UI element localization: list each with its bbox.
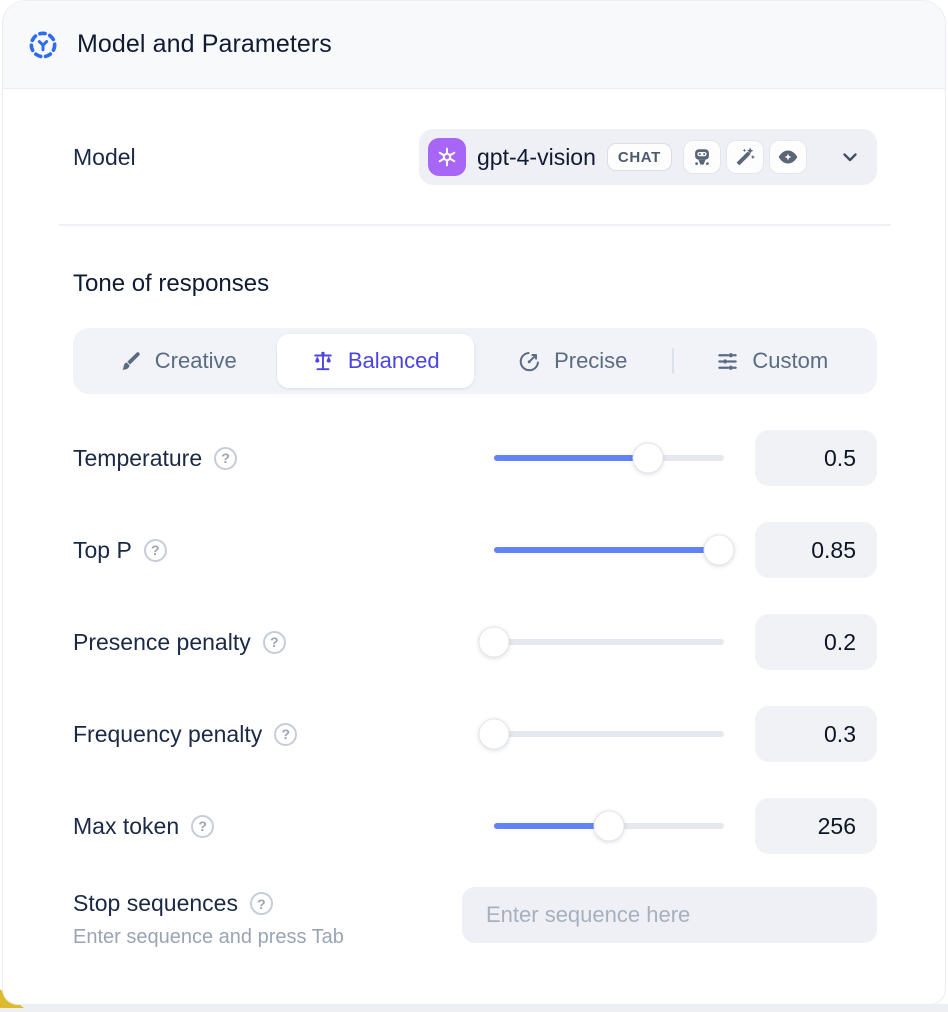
param-label: Top P [73, 536, 132, 563]
chevron-down-icon[interactable] [839, 146, 861, 168]
tab-label: Balanced [347, 348, 440, 373]
param-row-top-p: Top P ? 0.85 [73, 522, 877, 578]
vision-eye-icon [768, 140, 807, 174]
openai-logo-icon [428, 138, 466, 176]
model-label: Model [73, 143, 136, 170]
tab-label: Precise [554, 348, 628, 373]
slider-thumb[interactable] [478, 626, 510, 658]
robot-icon [682, 140, 721, 174]
param-label: Max token [73, 812, 180, 839]
slider-thumb[interactable] [478, 718, 510, 750]
tab-divider [671, 348, 674, 374]
sliders-icon [716, 350, 739, 373]
model-row: Model gpt-4-vision CHAT [73, 129, 877, 185]
param-label: Presence penalty [73, 628, 251, 655]
help-icon[interactable]: ? [249, 892, 273, 915]
panel-body: Model gpt-4-vision CHAT [3, 89, 945, 1004]
paintbrush-icon [119, 350, 142, 373]
help-icon[interactable]: ? [274, 722, 298, 746]
tab-precise[interactable]: Precise [474, 334, 672, 388]
help-icon[interactable]: ? [262, 630, 286, 654]
top-p-value[interactable]: 0.85 [755, 522, 877, 578]
tab-label: Custom [752, 348, 829, 373]
slider-thumb[interactable] [632, 442, 664, 474]
max-token-value[interactable]: 256 [755, 798, 877, 854]
capability-chips [682, 140, 807, 174]
max-token-slider[interactable] [494, 809, 724, 843]
magic-wand-icon [725, 140, 764, 174]
model-select[interactable]: gpt-4-vision CHAT [419, 129, 877, 185]
param-label: Temperature [73, 444, 203, 471]
stop-sequences-row: Stop sequences ? Enter sequence and pres… [73, 887, 877, 949]
help-icon[interactable]: ? [191, 814, 215, 838]
presence-penalty-value[interactable]: 0.2 [755, 614, 877, 670]
slider-thumb[interactable] [703, 534, 735, 566]
panel-title: Model and Parameters [77, 30, 332, 58]
param-row-max-token: Max token ? 256 [73, 798, 877, 854]
help-icon[interactable]: ? [214, 446, 238, 470]
balance-scale-icon [311, 349, 335, 373]
tab-custom[interactable]: Custom [674, 334, 872, 388]
param-row-frequency-penalty: Frequency penalty ? 0.3 [73, 706, 877, 762]
param-row-temperature: Temperature ? 0.5 [73, 430, 877, 486]
tab-balanced[interactable]: Balanced [276, 334, 474, 388]
stop-sequence-input[interactable] [462, 887, 877, 943]
param-label: Frequency penalty [73, 720, 263, 747]
tone-heading: Tone of responses [73, 270, 270, 297]
selected-model-name: gpt-4-vision [477, 143, 596, 170]
chat-mode-badge: CHAT [606, 143, 672, 171]
stop-sequences-hint: Enter sequence and press Tab [73, 926, 344, 948]
tab-creative[interactable]: Creative [79, 334, 277, 388]
target-icon [518, 350, 541, 373]
panel-header: Model and Parameters [3, 1, 945, 89]
temperature-slider[interactable] [494, 441, 724, 475]
temperature-value[interactable]: 0.5 [755, 430, 877, 486]
tone-tab-bar: Creative Balanced [73, 328, 877, 394]
stop-sequences-label: Stop sequences [73, 890, 238, 916]
page-background-strip [0, 1004, 948, 1012]
frequency-penalty-value[interactable]: 0.3 [755, 706, 877, 762]
presence-penalty-slider[interactable] [478, 625, 724, 659]
section-divider [59, 224, 891, 226]
help-icon[interactable]: ? [143, 538, 167, 562]
slider-thumb[interactable] [593, 810, 625, 842]
param-row-presence-penalty: Presence penalty ? 0.2 [73, 614, 877, 670]
model-hub-icon [27, 29, 59, 61]
tab-label: Creative [154, 348, 237, 373]
frequency-penalty-slider[interactable] [478, 717, 724, 751]
top-p-slider[interactable] [494, 533, 735, 567]
